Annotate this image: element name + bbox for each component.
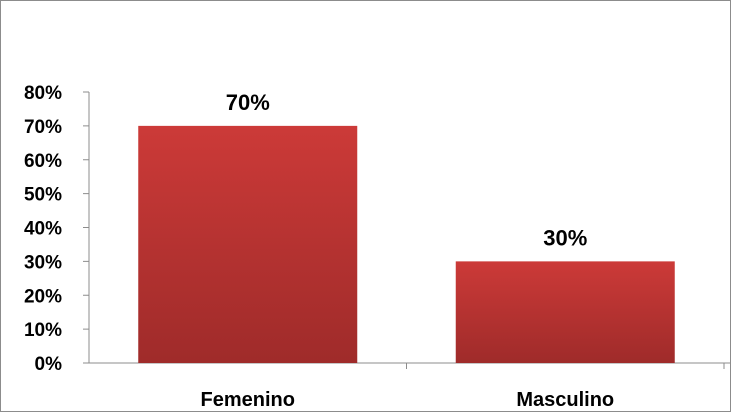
data-label-masculino: 30% [543,225,587,250]
y-tick-label: 20% [24,286,62,307]
bar-femenino [138,125,358,363]
y-tick-label: 0% [35,354,63,375]
category-label-masculino: Masculino [516,389,614,411]
y-tick-label: 70% [24,117,62,138]
y-tick-label: 60% [24,151,62,172]
y-tick-label: 50% [24,185,62,206]
y-tick-label: 30% [24,252,62,273]
y-tick-label: 80% [24,83,62,104]
y-tick-label: 40% [24,219,62,240]
category-label-femenino: Femenino [201,389,295,411]
y-tick-label: 10% [24,320,62,341]
bar-masculino [455,261,675,363]
data-label-femenino: 70% [226,90,270,115]
